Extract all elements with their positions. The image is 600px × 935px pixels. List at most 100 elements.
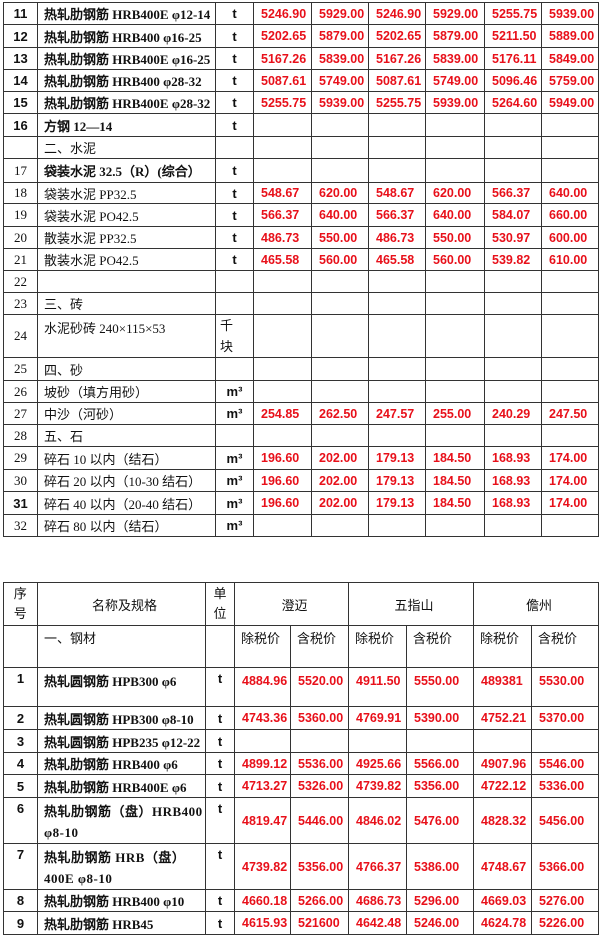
- item-unit: t: [215, 113, 254, 137]
- price-cell: [541, 270, 599, 293]
- price-cell: [425, 158, 485, 183]
- price-cell: 179.13: [368, 446, 426, 470]
- tax-included-price-label: 含税价: [289, 625, 350, 668]
- table-row: 8 热轧肋钢筋 HRB400 φ10 t 4660.18 5266.00 4686.73 5…: [3, 889, 600, 912]
- price-cell: 5360.00: [289, 706, 350, 730]
- price-cell: [289, 729, 350, 753]
- price-cell: 174.00: [541, 446, 599, 470]
- table-row: 24 水泥砂砖 240×115×53 千块: [3, 314, 599, 358]
- price-cell: 196.60: [253, 491, 312, 515]
- price-cell: 4748.67: [473, 843, 533, 890]
- price-cell: 5167.26: [253, 47, 312, 70]
- row-number: 17: [3, 158, 38, 183]
- price-table: 序号 名称及规格 单位 澄迈 五指山 儋州 一、钢材 除税价 含税价 除税价 含税价除…: [3, 582, 600, 935]
- table-row: 26 坡砂（填方用砂） m³: [3, 380, 599, 403]
- table-row: 7 热轧肋钢筋 HRB（盘）400E φ8-10 t 4739.82 5356.00 47…: [3, 843, 600, 890]
- price-cell: 4739.82: [234, 843, 291, 890]
- price-cell: [473, 729, 533, 753]
- item-name: 碎石 10 以内（结石）: [37, 446, 216, 470]
- price-cell: 560.00: [311, 248, 369, 271]
- table-row: 25 四、砂: [3, 357, 599, 381]
- item-name: 碎石 20 以内（10-30 结石）: [37, 469, 216, 492]
- price-cell: 202.00: [311, 491, 369, 515]
- item-unit: m³: [215, 380, 254, 403]
- item-unit: t: [215, 91, 254, 114]
- table-row: 31 碎石 40 以内（20-40 结石） m³ 196.60 202.00 179.13…: [3, 491, 599, 515]
- item-unit: 千块: [215, 314, 254, 358]
- item-unit: m³: [215, 469, 254, 492]
- price-cell: [311, 357, 369, 381]
- price-cell: [406, 729, 475, 753]
- item-name: 热轧圆钢筋 HPB300 φ8-10: [37, 706, 206, 730]
- price-cell: 620.00: [425, 182, 485, 204]
- price-cell: [484, 136, 542, 159]
- price-cell: [253, 113, 312, 137]
- price-cell: 4624.78: [473, 911, 533, 935]
- price-cell: 179.13: [368, 469, 426, 492]
- price-cell: 5356.00: [289, 843, 350, 890]
- row-number: 18: [3, 182, 38, 204]
- price-cell: 530.97: [484, 226, 542, 249]
- item-name: 碎石 40 以内（20-40 结石）: [37, 491, 216, 515]
- row-number: 5: [3, 774, 38, 798]
- item-unit: t: [205, 843, 235, 890]
- price-cell: [368, 113, 426, 137]
- subheader-no: [3, 625, 38, 668]
- price-cell: [253, 314, 312, 358]
- price-cell: 247.50: [541, 402, 599, 425]
- item-name: 四、砂: [37, 357, 216, 381]
- price-cell: [253, 270, 312, 293]
- row-number: 20: [3, 226, 38, 249]
- price-cell: [484, 314, 542, 358]
- price-cell: [253, 158, 312, 183]
- row-number: 4: [3, 752, 38, 775]
- header-no: 序号: [3, 582, 38, 626]
- price-cell: 168.93: [484, 491, 542, 515]
- price-cell: [425, 136, 485, 159]
- header-unit: 单位: [205, 582, 235, 626]
- price-cell: 486.73: [253, 226, 312, 249]
- price-cell: 5546.00: [531, 752, 600, 775]
- item-name: 热轧肋钢筋 HRB400 φ10: [37, 889, 206, 912]
- price-cell: 4766.37: [348, 843, 408, 890]
- price-cell: 5167.26: [368, 47, 426, 70]
- item-name: 热轧肋钢筋 HRB400E φ6: [37, 774, 206, 798]
- price-cell: 5530.00: [531, 667, 600, 707]
- price-cell: 4713.27: [234, 774, 291, 798]
- price-cell: 5211.50: [484, 24, 542, 48]
- table-row: 14 热轧肋钢筋 HRB400 φ28-32 t 5087.61 5749.00 5087…: [3, 69, 599, 92]
- row-number: 13: [3, 47, 38, 70]
- item-name: 袋装水泥 32.5（R）(综合）: [37, 158, 216, 183]
- price-cell: [368, 136, 426, 159]
- price-cell: [368, 424, 426, 447]
- item-unit: [215, 270, 254, 293]
- price-cell: 196.60: [253, 446, 312, 470]
- price-cell: 4846.02: [348, 797, 408, 844]
- item-unit: t: [205, 752, 235, 775]
- price-cell: 247.57: [368, 402, 426, 425]
- price-cell: 5255.75: [253, 91, 312, 114]
- price-cell: 5536.00: [289, 752, 350, 775]
- row-number: 22: [3, 270, 38, 293]
- item-name: 热轧圆钢筋 HPB235 φ12-22: [37, 729, 206, 753]
- price-cell: 584.07: [484, 203, 542, 227]
- price-cell: [368, 380, 426, 403]
- price-cell: [484, 270, 542, 293]
- price-cell: 550.00: [425, 226, 485, 249]
- price-cell: [484, 424, 542, 447]
- price-cell: [368, 514, 426, 537]
- price-cell: 202.00: [311, 446, 369, 470]
- price-cell: 489381: [473, 667, 533, 707]
- price-cell: 486.73: [368, 226, 426, 249]
- table-row: 12 热轧肋钢筋 HRB400 φ16-25 t 5202.65 5879.00 5202…: [3, 24, 599, 48]
- price-cell: 5839.00: [425, 47, 485, 70]
- price-cell: 4828.32: [473, 797, 533, 844]
- item-unit: t: [215, 158, 254, 183]
- price-cell: [368, 357, 426, 381]
- price-cell: [311, 136, 369, 159]
- price-cell: 5096.46: [484, 69, 542, 92]
- item-unit: t: [215, 47, 254, 70]
- price-cell: 5326.00: [289, 774, 350, 798]
- price-cell: 5386.00: [406, 843, 475, 890]
- price-cell: 5759.00: [541, 69, 599, 92]
